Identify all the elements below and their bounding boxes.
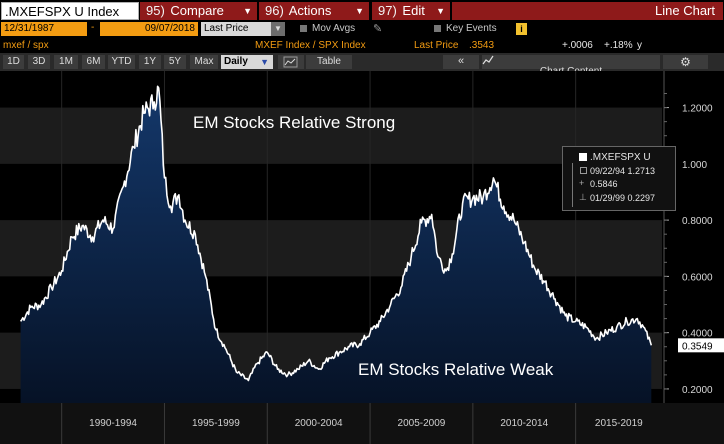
period-button-1y[interactable]: 1Y	[139, 55, 161, 69]
key-events-label: Key Events	[446, 23, 497, 34]
legend-last-row: 0.5846	[590, 179, 618, 189]
frequency-label: Daily	[224, 56, 248, 67]
period-button-max[interactable]: Max	[190, 55, 218, 69]
last-price-label: Last Price	[414, 40, 459, 51]
y-tick-label: 0.2000	[682, 385, 713, 396]
actions-number: 96)	[265, 3, 284, 18]
date-separator: -	[91, 22, 95, 33]
info-icon[interactable]: i	[516, 23, 527, 35]
legend[interactable]: .MXEFSPX U 09/22/94 1.2713 + 0.5846 ⊥ 01…	[562, 146, 676, 211]
line-chart-icon	[283, 56, 298, 68]
nav-back-button[interactable]: «	[443, 55, 479, 69]
edit-button[interactable]: 97) Edit ▼	[372, 2, 450, 20]
last-value-tag	[678, 338, 724, 353]
y-tick-label: 0.8000	[682, 216, 713, 227]
period-button-1m[interactable]: 1M	[54, 55, 78, 69]
period-button-3d[interactable]: 3D	[28, 55, 50, 69]
x-axis-strip	[0, 403, 724, 444]
period-button-1d[interactable]: 1D	[3, 55, 24, 69]
period-button-5y[interactable]: 5Y	[164, 55, 186, 69]
x-tick-label: 2000-2004	[295, 418, 343, 429]
frequency-select[interactable]: Daily ▼	[221, 55, 273, 69]
chevron-down-icon: ▼	[271, 22, 285, 36]
edit-label: Edit	[402, 3, 425, 18]
annotation-strong: EM Stocks Relative Strong	[193, 113, 395, 132]
period-button-6m[interactable]: 6M	[82, 55, 105, 69]
last-value-label: 0.3549	[682, 341, 713, 352]
price-field-select[interactable]: Last Price ▼	[201, 22, 285, 36]
security-short-name: mxef / spx	[3, 40, 49, 51]
line-chart-button[interactable]	[278, 55, 304, 69]
legend-range-line	[572, 163, 573, 207]
chevron-down-icon: ▼	[243, 6, 252, 16]
key-events-checkbox[interactable]	[434, 25, 441, 32]
legend-last-marker: +	[579, 178, 585, 188]
command-bar: .MXEFSPX U Index 95) Compare ▼ 96) Actio…	[0, 0, 724, 21]
security-bar: mxef / spx MXEF Index / SPX Index Last P…	[0, 38, 724, 53]
series-area	[20, 86, 652, 404]
legend-series-name: .MXEFSPX U	[590, 152, 651, 163]
chart-content-icon	[482, 55, 494, 65]
security-pair: MXEF Index / SPX Index	[255, 40, 366, 51]
y-tick-label: 1.2000	[682, 104, 713, 115]
mov-avgs-checkbox[interactable]	[300, 25, 307, 32]
mov-avgs-label: Mov Avgs	[312, 23, 356, 34]
annotation-weak: EM Stocks Relative Weak	[358, 360, 554, 379]
chevron-down-icon: ▼	[436, 6, 445, 16]
gear-icon[interactable]: ⚙	[663, 55, 708, 69]
x-tick-label: 2015-2019	[595, 418, 643, 429]
x-tick-label: 1990-1994	[89, 418, 137, 429]
series-line	[19, 85, 653, 382]
x-tick-label: 1995-1999	[192, 418, 240, 429]
chart-band	[0, 107, 662, 164]
actions-button[interactable]: 96) Actions ▼	[259, 2, 369, 20]
legend-high-row: 09/22/94 1.2713	[590, 166, 656, 176]
price-field-label: Last Price	[204, 23, 249, 34]
last-price-value: .3543	[469, 40, 495, 51]
actions-label: Actions	[288, 3, 332, 18]
pencil-icon[interactable]: ✎	[373, 23, 383, 35]
price-change-pct: +.18%	[604, 40, 633, 51]
y-tick-label: 1.000	[682, 160, 707, 171]
legend-low-marker: ⊥	[579, 192, 587, 202]
start-date-field[interactable]: 12/31/1987	[1, 22, 87, 36]
ticker-input[interactable]: .MXEFSPX U Index	[1, 2, 139, 20]
price-change: +.0006	[562, 40, 593, 51]
chart-content-button[interactable]: Chart Content	[482, 55, 660, 77]
x-tick-label: 2010-2014	[500, 418, 548, 429]
compare-number: 95)	[146, 3, 165, 18]
legend-series-swatch	[579, 153, 587, 161]
options-bar: 12/31/1987 - 09/07/2018 Last Price ▼ Mov…	[0, 21, 724, 38]
legend-high-marker	[580, 167, 587, 174]
legend-low-row: 01/29/99 0.2297	[590, 193, 656, 203]
y-tick-label: 0.6000	[682, 272, 713, 283]
chart-type-label[interactable]: Line Chart	[452, 2, 723, 20]
chart-area: 0.2000 0.4000 0.6000 0.8000 1.000 1.2000 0.354…	[0, 71, 724, 444]
compare-label: Compare	[170, 3, 224, 18]
compare-button[interactable]: 95) Compare ▼	[140, 2, 257, 20]
change-unit: y	[637, 40, 642, 51]
x-tick-label: 2005-2009	[398, 418, 446, 429]
edit-number: 97)	[378, 3, 397, 18]
ticker-label: .MXEFSPX U Index	[5, 4, 120, 19]
end-date-field[interactable]: 09/07/2018	[100, 22, 198, 36]
period-bar: 1D 3D 1M 6M YTD 1Y 5Y Max Daily ▼ Table …	[0, 53, 724, 77]
period-button-ytd[interactable]: YTD	[108, 55, 135, 69]
chevron-down-icon: ▼	[355, 6, 364, 16]
chevron-down-icon: ▼	[260, 57, 269, 67]
y-tick-label: 0.4000	[682, 329, 713, 340]
table-button[interactable]: Table	[306, 55, 352, 69]
chart-svg[interactable]: 0.2000 0.4000 0.6000 0.8000 1.000 1.2000 0.354…	[0, 71, 724, 444]
